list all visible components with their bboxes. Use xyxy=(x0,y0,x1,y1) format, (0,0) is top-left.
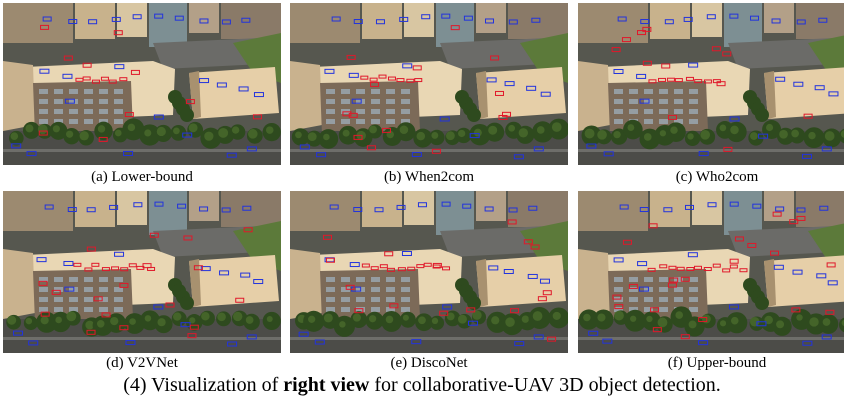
aerial-scene xyxy=(290,191,568,353)
panel-c-image xyxy=(578,3,844,165)
panel-e-image xyxy=(290,191,568,353)
aerial-scene xyxy=(578,191,844,353)
panel-d-image xyxy=(3,191,281,353)
panel-f-image xyxy=(578,191,844,353)
caption-d: (d) V2VNet xyxy=(106,355,178,371)
figure-caption: (4) Visualization of right view for coll… xyxy=(0,371,844,399)
panel-a-image xyxy=(3,3,281,165)
caption-a: (a) Lower-bound xyxy=(91,169,193,185)
caption-c: (c) Who2com xyxy=(675,169,759,185)
panel-b-image xyxy=(290,3,568,165)
caption-e: (e) DiscoNet xyxy=(390,355,468,371)
figure-caption-bold: right view xyxy=(283,374,370,396)
aerial-scene xyxy=(3,3,281,165)
caption-b: (b) When2com xyxy=(383,169,475,185)
aerial-scene xyxy=(290,3,568,165)
aerial-scene xyxy=(578,3,844,165)
figure-caption-prefix: (4) Visualization of xyxy=(123,374,284,396)
caption-f: (f) Upper-bound xyxy=(667,355,767,371)
aerial-scene xyxy=(3,191,281,353)
figure-caption-suffix: for collaborative-UAV 3D object detectio… xyxy=(369,374,721,396)
